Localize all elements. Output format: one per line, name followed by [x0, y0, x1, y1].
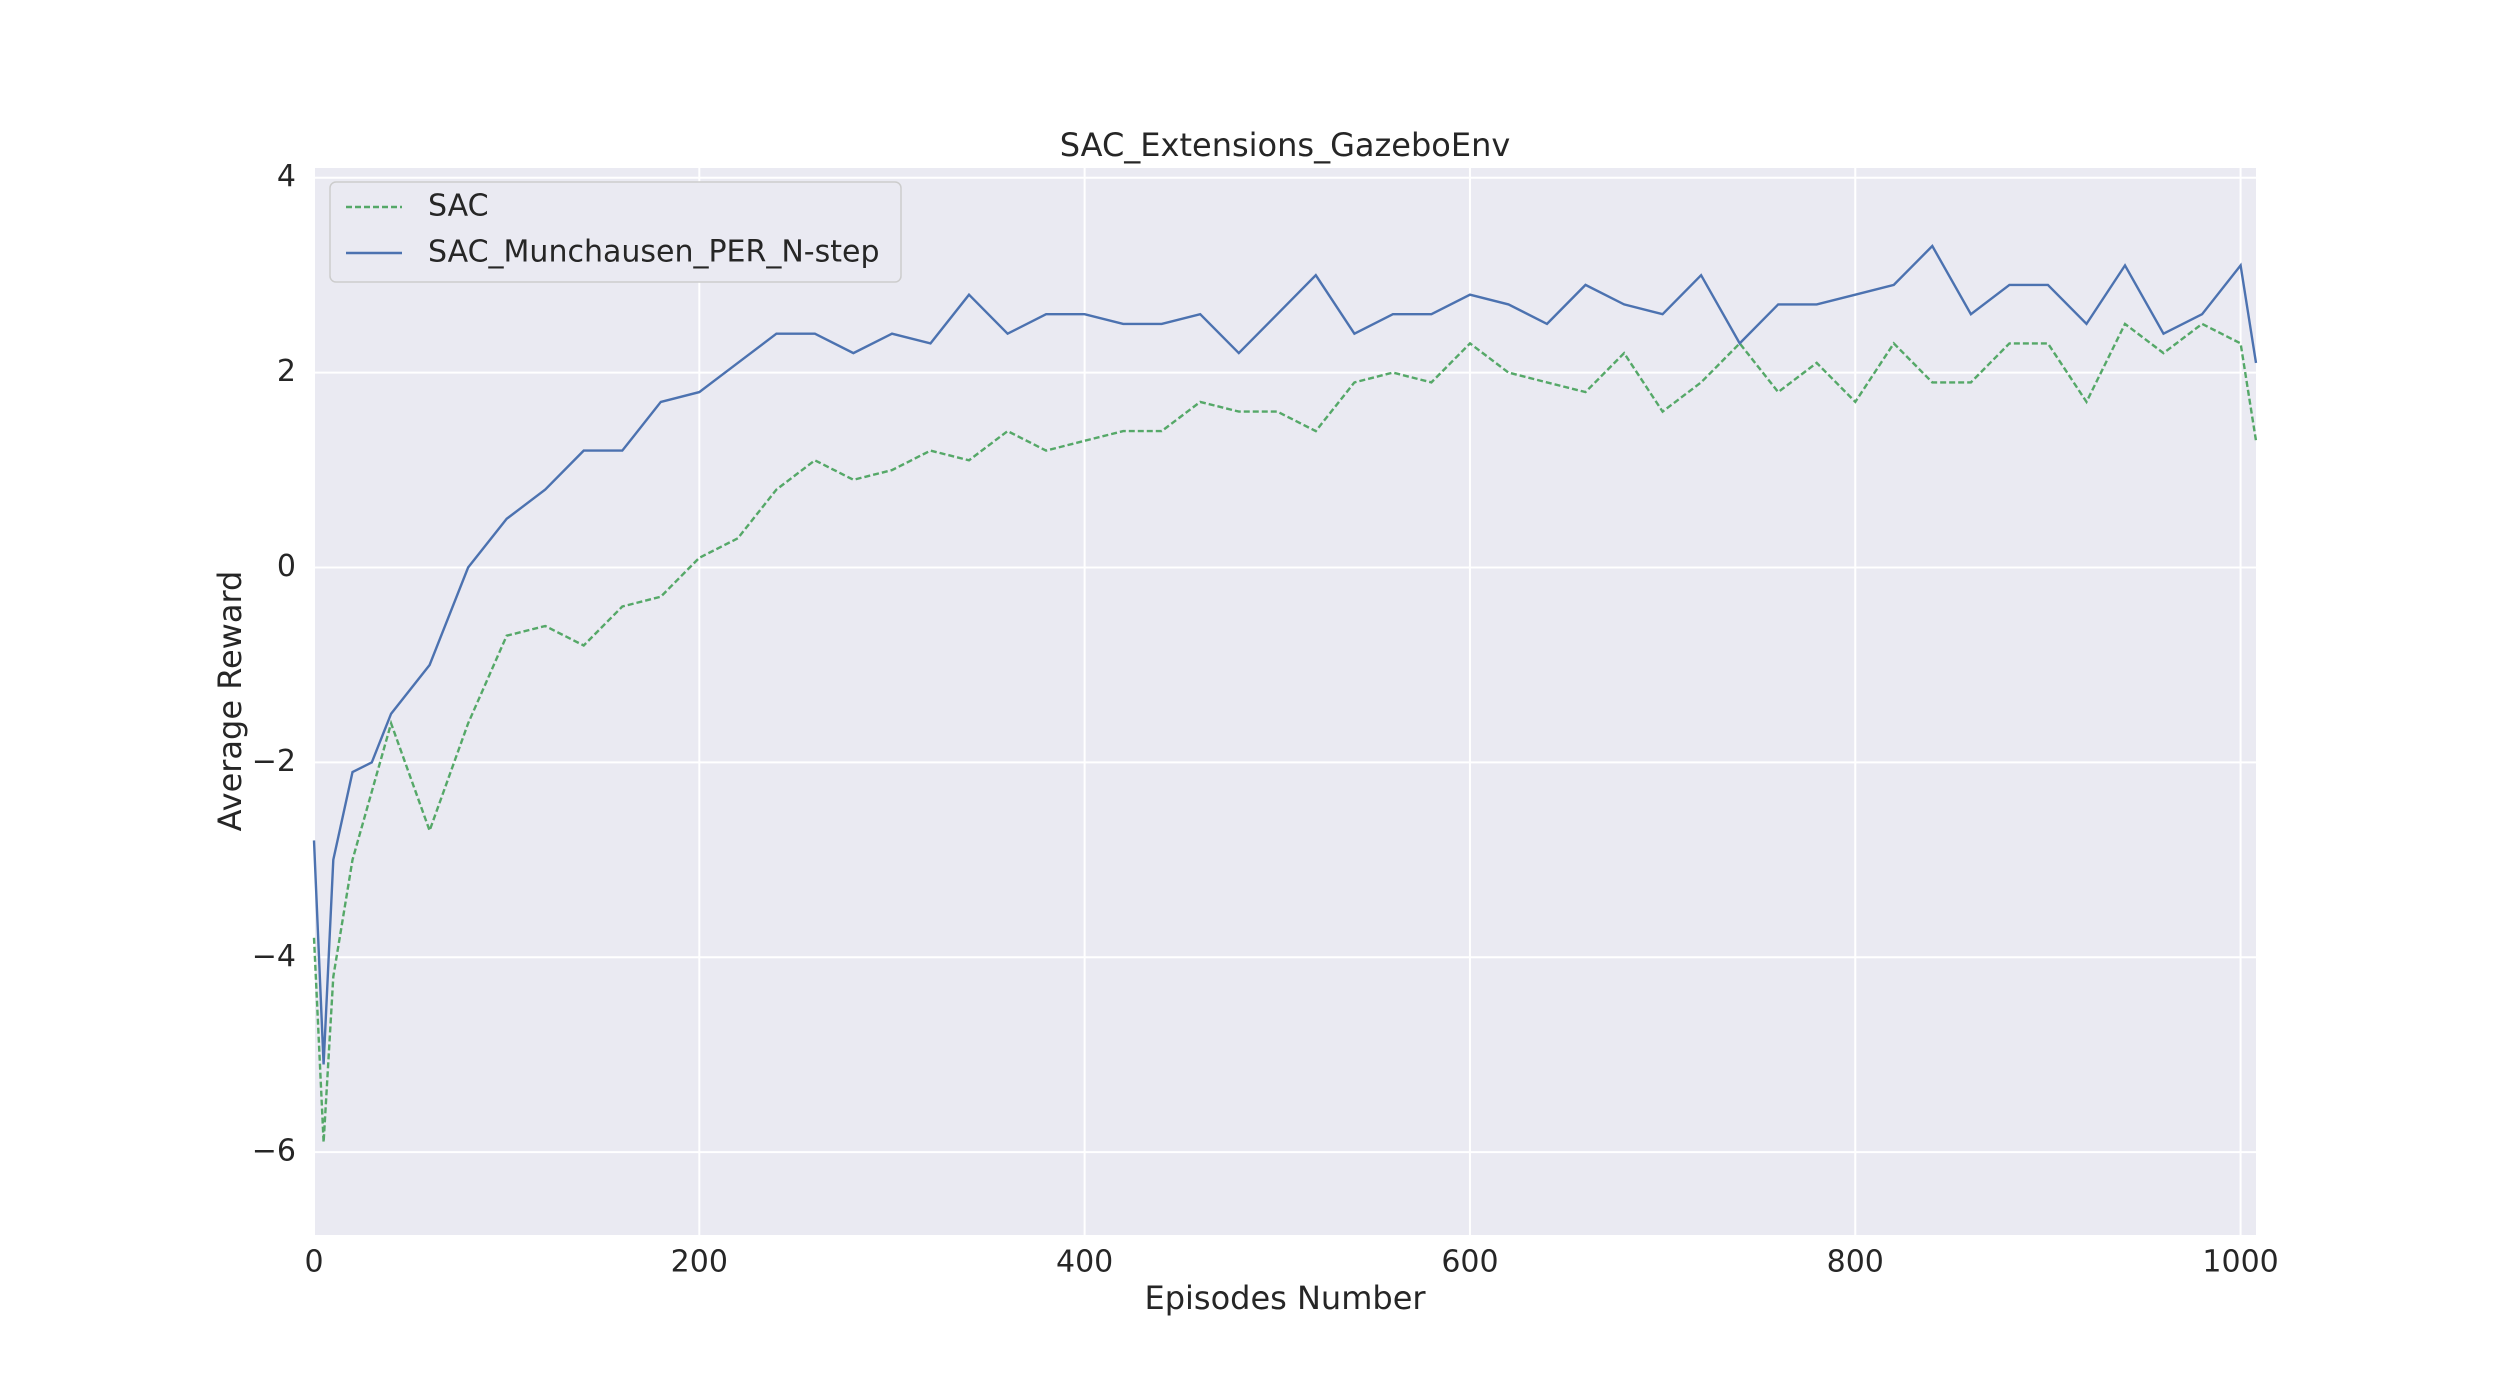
- x-tick-label: 0: [304, 1245, 323, 1280]
- y-tick-label: 0: [277, 549, 296, 584]
- y-tick-label: 4: [277, 159, 296, 194]
- x-tick-label: 800: [1827, 1245, 1884, 1280]
- y-tick-label: −4: [252, 939, 296, 974]
- x-tick-label: 400: [1056, 1245, 1113, 1280]
- lines: [312, 244, 2258, 1143]
- x-tick-label: 600: [1441, 1245, 1498, 1280]
- y-axis-label: Average Reward: [211, 571, 249, 832]
- y-tick-label: −2: [252, 744, 296, 779]
- ticks: −6 −4 −2 0 2 4 0 200 400 600 800 1000: [252, 159, 2279, 1279]
- legend-label: SAC_Munchausen_PER_N-step: [428, 235, 880, 270]
- y-tick-label: 2: [277, 354, 296, 389]
- chart-title: SAC_Extensions_GazeboEnv: [1060, 126, 1511, 164]
- series-line: [312, 322, 2258, 1143]
- legend-label: SAC: [428, 189, 489, 224]
- y-tick-label: −6: [252, 1134, 296, 1169]
- series-line: [312, 244, 2258, 1065]
- x-axis-label: Episodes Number: [1144, 1279, 1426, 1317]
- plot-area: [314, 168, 2256, 1235]
- x-tick-label: 200: [671, 1245, 728, 1280]
- legend: SAC SAC_Munchausen_PER_N-step: [329, 181, 902, 283]
- x-tick-label: 1000: [2202, 1245, 2278, 1280]
- legend-box: [329, 181, 902, 283]
